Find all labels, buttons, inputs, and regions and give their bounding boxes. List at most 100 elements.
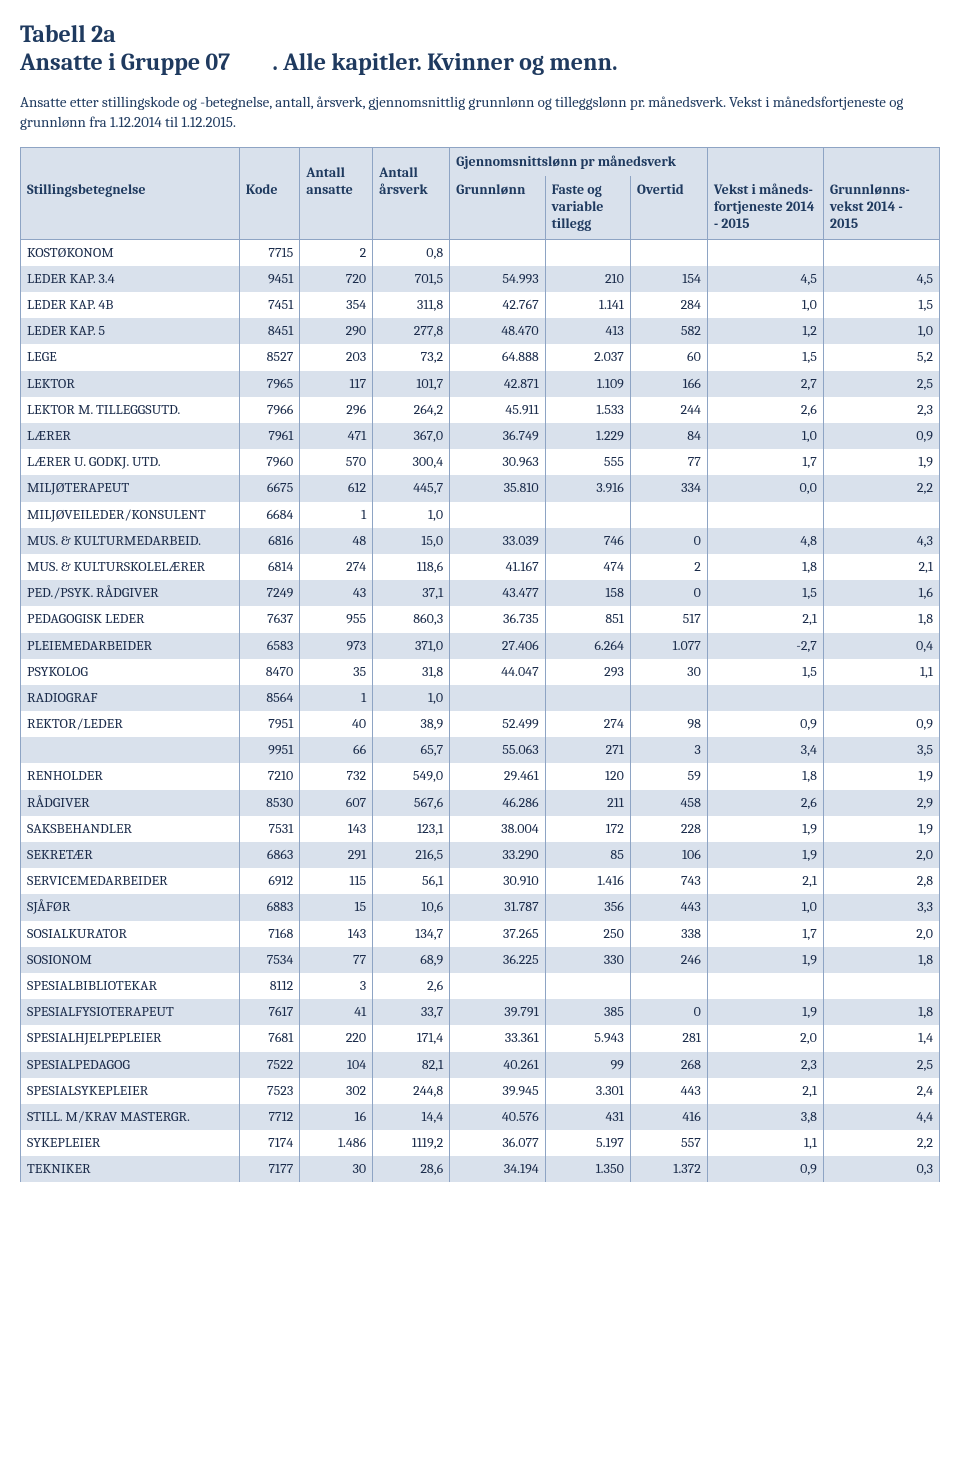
cell: 1,8: [823, 999, 939, 1025]
cell: 443: [630, 1078, 707, 1104]
cell: 31,8: [373, 659, 450, 685]
cell: 77: [300, 947, 373, 973]
cell: [630, 973, 707, 999]
cell: 6912: [239, 868, 300, 894]
cell: 9451: [239, 266, 300, 292]
cell: 48: [300, 528, 373, 554]
cell: 56,1: [373, 868, 450, 894]
cell: 7451: [239, 292, 300, 318]
table-row: LÆRER U. GODKJ. UTD.7960570300,430.96355…: [21, 449, 940, 475]
cell: 6814: [239, 554, 300, 580]
cell: 0,9: [823, 711, 939, 737]
cell: 1,9: [707, 947, 823, 973]
cell: [21, 737, 240, 763]
cell: 1,6: [823, 580, 939, 606]
cell: 274: [300, 554, 373, 580]
th-antall: Antall ansatte: [300, 147, 373, 239]
cell: 59: [630, 763, 707, 789]
cell: 244,8: [373, 1078, 450, 1104]
cell: LÆRER U. GODKJ. UTD.: [21, 449, 240, 475]
cell: 416: [630, 1104, 707, 1130]
cell: 171,4: [373, 1025, 450, 1051]
cell: 33.039: [450, 528, 545, 554]
cell: 720: [300, 266, 373, 292]
cell: 134,7: [373, 921, 450, 947]
cell: 33.361: [450, 1025, 545, 1051]
table-row: SPESIALHJELPEPLEIER7681220171,433.3615.9…: [21, 1025, 940, 1051]
cell: 2,5: [823, 371, 939, 397]
cell: 14,4: [373, 1104, 450, 1130]
cell: 2,4: [823, 1078, 939, 1104]
cell: SPESIALPEDAGOG: [21, 1052, 240, 1078]
cell: 7715: [239, 239, 300, 266]
cell: 274: [545, 711, 630, 737]
cell: 28,6: [373, 1156, 450, 1182]
table-row: MUS. & KULTURSKOLELÆRER6814274118,641.16…: [21, 554, 940, 580]
cell: 6684: [239, 502, 300, 528]
cell: 30.910: [450, 868, 545, 894]
cell: 443: [630, 894, 707, 920]
cell: 4,5: [707, 266, 823, 292]
cell: SYKEPLEIER: [21, 1130, 240, 1156]
cell: 3.916: [545, 475, 630, 501]
cell: 6816: [239, 528, 300, 554]
table-row: LEGE852720373,264.8882.037601,55,2: [21, 344, 940, 370]
cell: 7637: [239, 606, 300, 632]
table-row: SPESIALFYSIOTERAPEUT76174133,739.7913850…: [21, 999, 940, 1025]
cell: 73,2: [373, 344, 450, 370]
cell: STILL. M/KRAV MASTERGR.: [21, 1104, 240, 1130]
cell: 1,0: [373, 685, 450, 711]
cell: [450, 685, 545, 711]
cell: REKTOR/LEDER: [21, 711, 240, 737]
cell: [823, 973, 939, 999]
table-row: MUS. & KULTURMEDARBEID.68164815,033.0397…: [21, 528, 940, 554]
table-row: STILL. M/KRAV MASTERGR.77121614,440.5764…: [21, 1104, 940, 1130]
cell: SPESIALBIBLIOTEKAR: [21, 973, 240, 999]
th-group-avg: Gjennomsnittslønn pr månedsverk: [450, 147, 708, 176]
cell: 6.264: [545, 633, 630, 659]
cell: 851: [545, 606, 630, 632]
table-row: LEKTOR M. TILLEGGSUTD.7966296264,245.911…: [21, 397, 940, 423]
cell: 2,1: [707, 606, 823, 632]
table-row: REKTOR/LEDER79514038,952.499274980,90,9: [21, 711, 940, 737]
cell: 4,5: [823, 266, 939, 292]
cell: 46.286: [450, 790, 545, 816]
cell: 34.194: [450, 1156, 545, 1182]
cell: 284: [630, 292, 707, 318]
cell: 1,8: [707, 763, 823, 789]
cell: 973: [300, 633, 373, 659]
cell: 64.888: [450, 344, 545, 370]
cell: 43: [300, 580, 373, 606]
cell: 0,9: [707, 1156, 823, 1182]
cell: 54.993: [450, 266, 545, 292]
cell: 7522: [239, 1052, 300, 1078]
cell: 220: [300, 1025, 373, 1051]
cell: SOSIONOM: [21, 947, 240, 973]
cell: [450, 973, 545, 999]
cell: 2,6: [373, 973, 450, 999]
cell: 36.225: [450, 947, 545, 973]
table-row: LÆRER7961471367,036.7491.229841,00,9: [21, 423, 940, 449]
cell: 7177: [239, 1156, 300, 1182]
cell: 7712: [239, 1104, 300, 1130]
cell: 36.749: [450, 423, 545, 449]
table-row: SOSIALKURATOR7168143134,737.2652503381,7…: [21, 921, 940, 947]
th-overtid: Overtid: [630, 176, 707, 239]
cell: 31.787: [450, 894, 545, 920]
th-grunn: Grunnlønn: [450, 176, 545, 239]
cell: 166: [630, 371, 707, 397]
cell: 55.063: [450, 737, 545, 763]
cell: SAKSBEHANDLER: [21, 816, 240, 842]
table-row: LEDER KAP. 4B7451354311,842.7671.1412841…: [21, 292, 940, 318]
cell: 1,2: [707, 318, 823, 344]
cell: 48.470: [450, 318, 545, 344]
table-row: SPESIALBIBLIOTEKAR811232,6: [21, 973, 940, 999]
table-row: PLEIEMEDARBEIDER6583973371,027.4066.2641…: [21, 633, 940, 659]
cell: 38,9: [373, 711, 450, 737]
cell: LEDER KAP. 4B: [21, 292, 240, 318]
cell: 52.499: [450, 711, 545, 737]
cell: 1.486: [300, 1130, 373, 1156]
cell: 0,8: [373, 239, 450, 266]
cell: 7174: [239, 1130, 300, 1156]
cell: 293: [545, 659, 630, 685]
